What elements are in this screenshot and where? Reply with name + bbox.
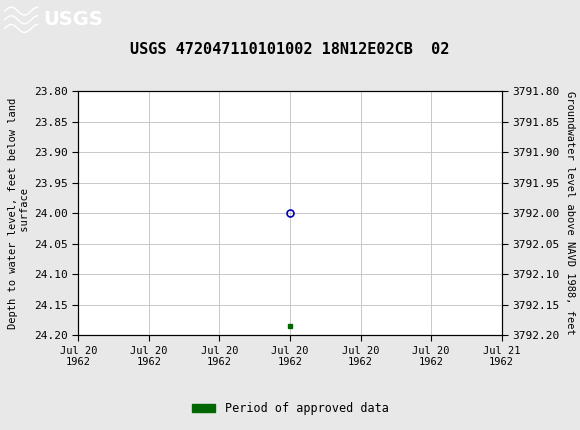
Y-axis label: Depth to water level, feet below land
 surface: Depth to water level, feet below land su… (8, 98, 30, 329)
Text: USGS: USGS (44, 10, 103, 29)
Text: USGS 472047110101002 18N12E02CB  02: USGS 472047110101002 18N12E02CB 02 (130, 42, 450, 57)
Y-axis label: Groundwater level above NAVD 1988, feet: Groundwater level above NAVD 1988, feet (565, 92, 575, 335)
Legend: Period of approved data: Period of approved data (187, 397, 393, 420)
